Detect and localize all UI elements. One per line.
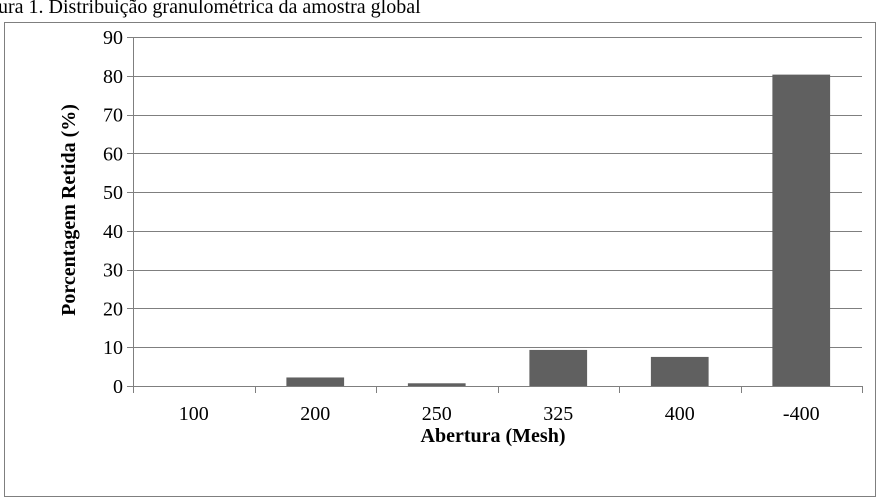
y-tick-label-70: 70 xyxy=(103,105,123,127)
x-tick-label-250: 250 xyxy=(422,403,452,425)
bar-250 xyxy=(407,383,466,386)
x-tick-label-200: 200 xyxy=(300,403,330,425)
y-axis-title: Porcentagem Retida (%) xyxy=(58,104,80,316)
y-tick-label-40: 40 xyxy=(103,221,123,243)
bars xyxy=(286,74,831,386)
y-tick-label-30: 30 xyxy=(103,260,123,282)
y-tick-label-80: 80 xyxy=(103,66,123,88)
x-tick-label-325: 325 xyxy=(543,403,573,425)
x-axis-title: Abertura (Mesh) xyxy=(421,425,566,447)
bar-325 xyxy=(529,349,588,386)
caption-fragment: gura 1. Distribuição granulométrica da a… xyxy=(0,0,421,18)
bar-400 xyxy=(650,356,709,386)
x-tick-label-100: 100 xyxy=(179,403,209,425)
chart-border xyxy=(4,22,876,497)
x-tick-label--400: -400 xyxy=(783,403,820,425)
y-tick-label-50: 50 xyxy=(103,182,123,204)
y-tick-labels: 0 10 20 30 40 50 60 70 80 90 xyxy=(103,27,123,398)
y-tick-label-20: 20 xyxy=(103,298,123,320)
y-tick-label-90: 90 xyxy=(103,27,123,49)
gridlines xyxy=(133,37,862,348)
bar-200 xyxy=(286,377,345,386)
y-tick-label-60: 60 xyxy=(103,143,123,165)
y-tick-label-0: 0 xyxy=(113,376,123,398)
y-tick-label-10: 10 xyxy=(103,337,123,359)
x-tick-labels: 100 200 250 325 400 -400 xyxy=(179,403,820,425)
x-tick-label-400: 400 xyxy=(665,403,695,425)
axes xyxy=(127,37,863,393)
bar--400 xyxy=(772,74,831,386)
